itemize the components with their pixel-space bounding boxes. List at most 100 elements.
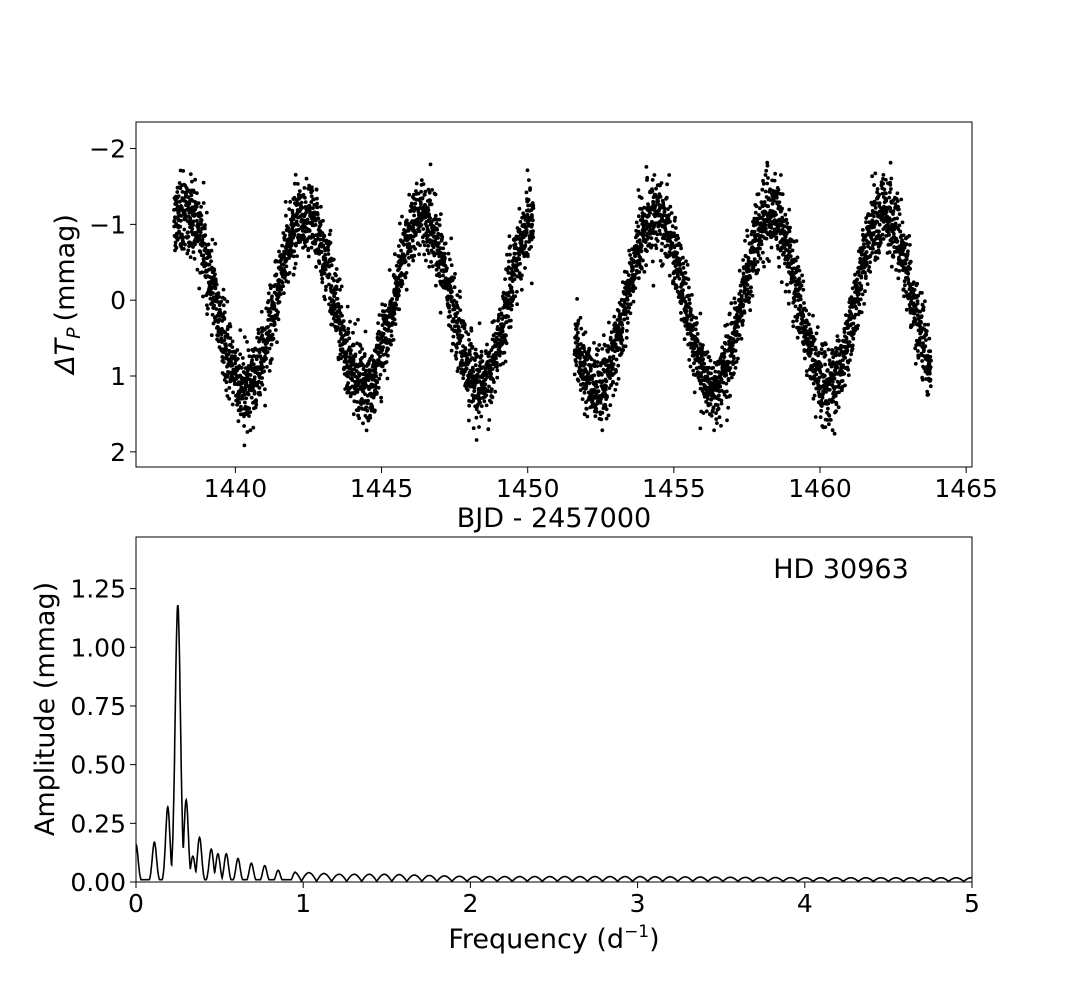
data-point (182, 227, 187, 232)
data-point (494, 360, 499, 365)
data-point (714, 411, 718, 415)
data-point (313, 223, 318, 227)
data-point (509, 318, 513, 323)
data-point (301, 193, 306, 197)
data-point (757, 213, 761, 217)
data-point (725, 418, 729, 423)
data-point (620, 326, 625, 331)
data-point (693, 327, 698, 332)
data-point (242, 376, 247, 381)
data-point (510, 290, 515, 295)
data-point (394, 263, 399, 268)
data-point (772, 178, 777, 183)
data-point (668, 219, 672, 224)
data-point (520, 273, 524, 278)
data-point (292, 266, 297, 270)
data-point (191, 250, 196, 255)
data-point (378, 372, 383, 377)
data-point (511, 297, 516, 301)
data-point (454, 356, 459, 361)
data-point (417, 229, 422, 234)
data-point (845, 349, 850, 353)
data-point (292, 181, 297, 186)
data-point (737, 318, 742, 323)
data-point (314, 265, 318, 269)
data-point (691, 353, 696, 358)
data-point (465, 356, 470, 361)
data-point (225, 299, 230, 304)
data-point (351, 343, 356, 348)
data-point (654, 186, 658, 191)
data-point (623, 312, 628, 317)
data-point (736, 324, 740, 329)
data-point (600, 410, 605, 415)
data-point (584, 407, 589, 411)
data-point (673, 215, 677, 220)
data-point (445, 298, 450, 302)
data-point (456, 305, 460, 310)
data-point (419, 202, 423, 207)
data-point (795, 335, 800, 340)
data-point (505, 252, 509, 257)
data-point (282, 237, 287, 242)
data-point (361, 367, 366, 371)
data-point (668, 246, 673, 251)
data-point (774, 212, 778, 217)
data-point (495, 365, 499, 369)
data-point (200, 237, 205, 242)
data-point (524, 228, 529, 232)
data-point (620, 330, 624, 334)
data-point (233, 354, 237, 359)
data-point (783, 289, 788, 294)
data-point (675, 251, 679, 255)
data-point (636, 276, 641, 281)
data-point (178, 186, 183, 191)
data-point (375, 380, 380, 385)
data-point (400, 282, 405, 286)
data-point (653, 203, 658, 208)
data-point (704, 409, 709, 414)
data-point (679, 246, 683, 251)
data-point (438, 246, 443, 251)
data-point (657, 228, 662, 233)
data-point (661, 262, 665, 267)
data-point (398, 221, 402, 226)
data-point (779, 173, 783, 177)
data-point (741, 318, 745, 323)
data-point (295, 254, 299, 258)
data-point (574, 359, 578, 364)
data-point (674, 263, 679, 267)
data-point (465, 388, 470, 392)
data-point (625, 328, 629, 333)
data-point (193, 177, 198, 182)
data-point (245, 430, 250, 434)
data-point (732, 371, 736, 376)
data-point (783, 212, 788, 217)
data-point (618, 314, 623, 319)
data-point (636, 224, 641, 229)
data-point (627, 248, 631, 253)
data-point (426, 208, 431, 213)
data-point (517, 257, 522, 261)
data-point (497, 353, 502, 358)
data-point (492, 319, 496, 323)
data-point (422, 243, 427, 248)
data-point (270, 332, 275, 337)
data-point (508, 244, 513, 249)
data-point (662, 209, 667, 214)
data-point (846, 373, 851, 378)
data-point (628, 293, 633, 298)
data-point (585, 414, 590, 419)
data-point (472, 383, 477, 388)
data-point (477, 321, 482, 326)
data-point (828, 418, 833, 422)
data-point (256, 331, 261, 336)
data-point (214, 307, 219, 311)
data-point (765, 160, 770, 165)
data-point (257, 386, 262, 390)
data-point (192, 256, 197, 261)
data-point (643, 240, 648, 245)
data-point (726, 378, 731, 383)
data-point (201, 253, 206, 258)
data-point (254, 399, 259, 404)
